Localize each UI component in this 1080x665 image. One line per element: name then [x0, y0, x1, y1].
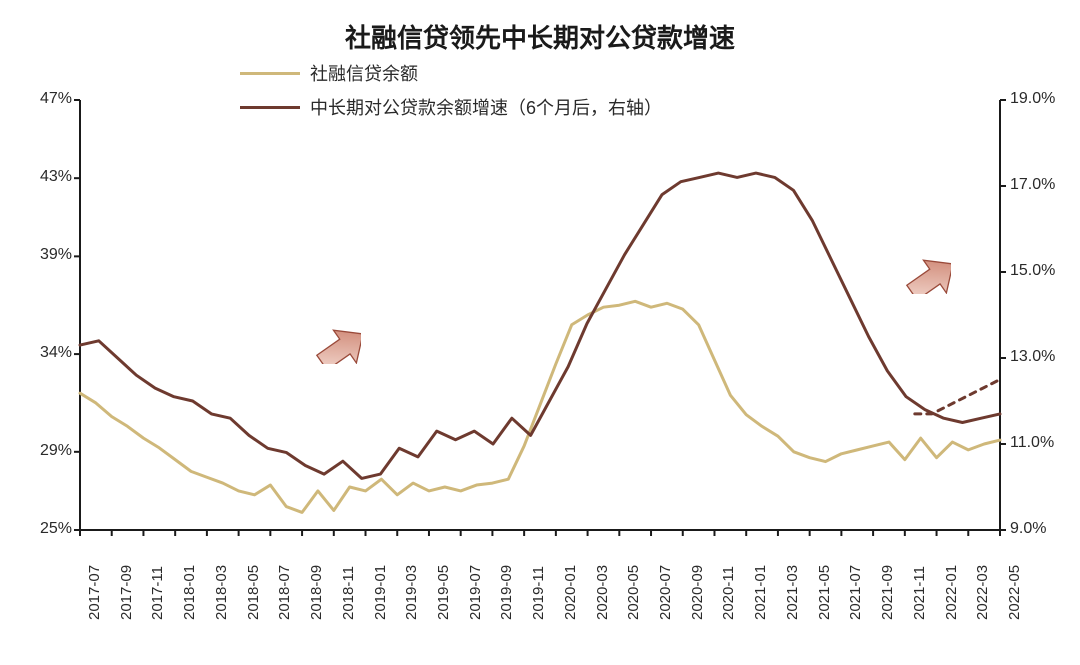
x-tick-label: 2022-01 — [943, 565, 960, 620]
x-tick-label: 2019-11 — [530, 566, 547, 620]
x-tick-label: 2018-05 — [245, 565, 262, 620]
x-tick-label: 2019-03 — [403, 565, 420, 620]
x-tick-label: 2020-07 — [657, 565, 674, 620]
x-tick-label: 2018-03 — [213, 565, 230, 620]
series-line — [80, 173, 1000, 478]
x-tick-label: 2018-07 — [276, 565, 293, 620]
up-arrow-icon — [305, 320, 361, 364]
y-right-tick-label: 19.0% — [1010, 90, 1080, 108]
y-left-tick-label: 34% — [12, 344, 72, 362]
x-tick-label: 2017-07 — [86, 565, 103, 620]
x-tick-label: 2021-07 — [847, 565, 864, 620]
y-left-tick-label: 29% — [12, 442, 72, 460]
x-tick-label: 2017-11 — [149, 566, 166, 620]
series-forecast-line — [915, 380, 1000, 414]
x-tick-label: 2021-01 — [752, 565, 769, 620]
y-right-tick-label: 9.0% — [1010, 520, 1080, 538]
series-line — [80, 301, 1000, 512]
x-tick-label: 2018-01 — [181, 565, 198, 620]
x-tick-label: 2022-05 — [1006, 565, 1023, 620]
x-tick-label: 2019-05 — [435, 565, 452, 620]
y-left-tick-label: 25% — [12, 520, 72, 538]
x-tick-label: 2021-05 — [816, 565, 833, 620]
y-right-tick-label: 13.0% — [1010, 348, 1080, 366]
x-tick-label: 2019-09 — [498, 565, 515, 620]
x-tick-label: 2017-09 — [118, 565, 135, 620]
y-left-tick-label: 39% — [12, 246, 72, 264]
y-right-tick-label: 15.0% — [1010, 262, 1080, 280]
x-tick-label: 2019-07 — [467, 565, 484, 620]
x-tick-label: 2021-09 — [879, 565, 896, 620]
up-arrow-icon — [895, 250, 951, 294]
x-tick-label: 2020-01 — [562, 565, 579, 620]
y-right-tick-label: 17.0% — [1010, 176, 1080, 194]
x-tick-label: 2019-01 — [372, 565, 389, 620]
y-right-tick-label: 11.0% — [1010, 434, 1080, 452]
x-tick-label: 2020-05 — [625, 565, 642, 620]
x-tick-label: 2020-03 — [594, 565, 611, 620]
y-left-tick-label: 43% — [12, 168, 72, 186]
x-tick-label: 2020-09 — [689, 565, 706, 620]
x-tick-label: 2022-03 — [974, 565, 991, 620]
x-tick-label: 2021-03 — [784, 565, 801, 620]
y-left-tick-label: 47% — [12, 90, 72, 108]
x-tick-label: 2021-11 — [911, 566, 928, 620]
x-tick-label: 2018-09 — [308, 565, 325, 620]
chart-container: 社融信贷领先中长期对公贷款增速 社融信贷余额中长期对公贷款余额增速（6个月后，右… — [0, 0, 1080, 665]
x-tick-label: 2018-11 — [340, 566, 357, 620]
x-tick-label: 2020-11 — [720, 566, 737, 620]
